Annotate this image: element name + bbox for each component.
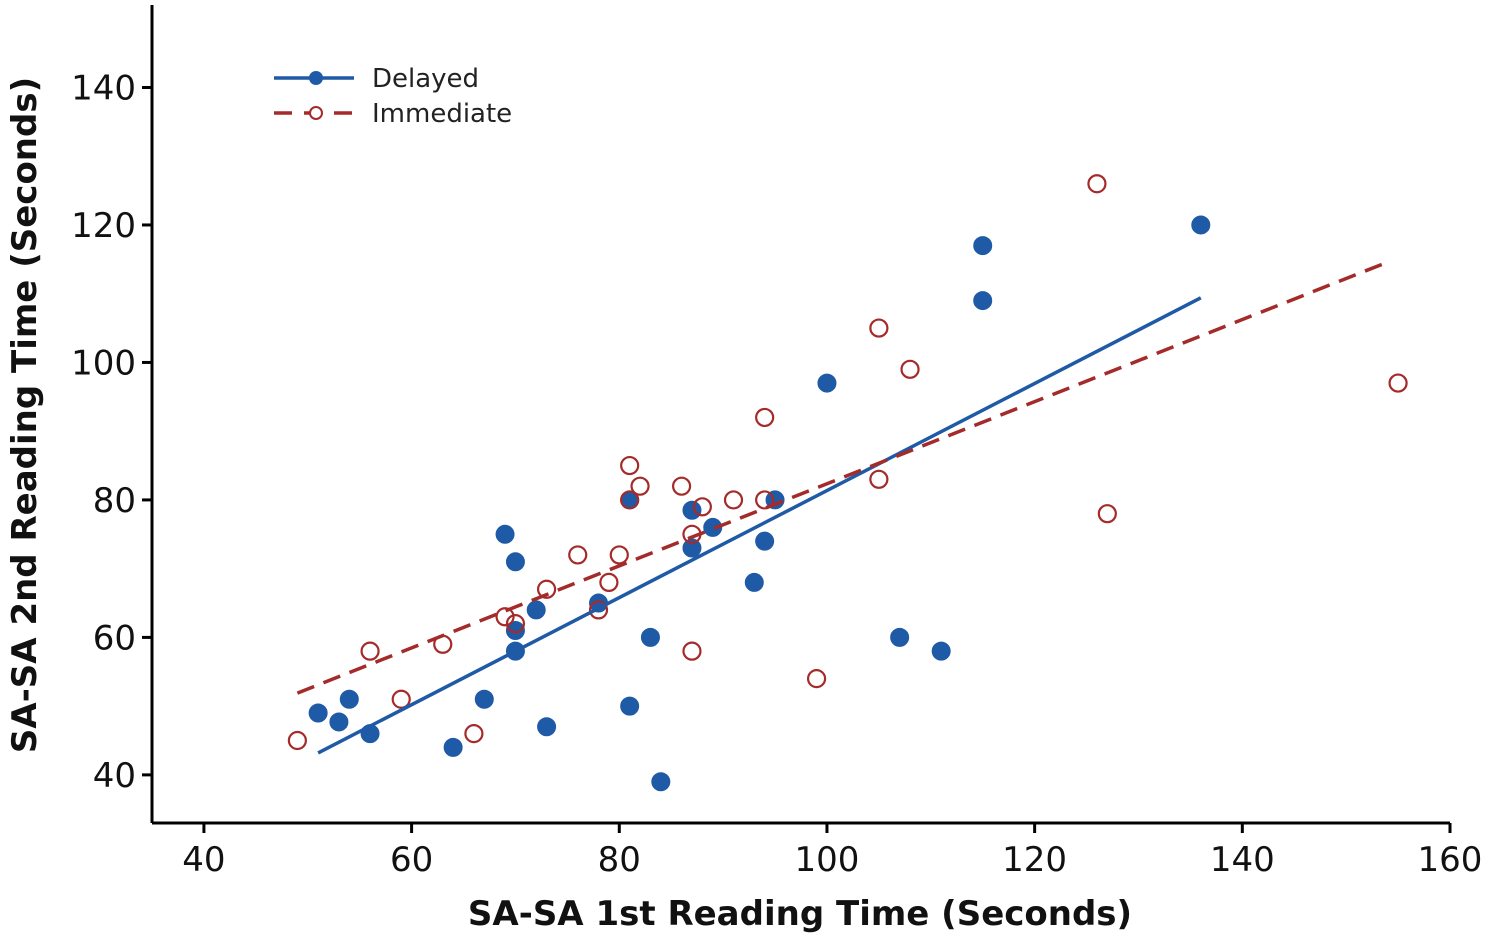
- x-tick-label: 140: [1210, 840, 1275, 880]
- immediate-point: [869, 318, 889, 338]
- immediate-point: [599, 572, 619, 593]
- immediate-point: [1388, 373, 1408, 393]
- immediate-point: [588, 600, 609, 620]
- immediate-point: [630, 476, 650, 496]
- delayed-point: [817, 373, 837, 393]
- immediate-point: [391, 689, 411, 709]
- delayed-point: [339, 689, 359, 709]
- delayed-fit-line: [317, 296, 1202, 755]
- delayed-point: [474, 689, 494, 709]
- immediate-point: [620, 455, 640, 476]
- legend-delayed-marker: [309, 71, 323, 85]
- legend-immediate-marker: [309, 106, 323, 120]
- x-tick-label: 160: [1418, 840, 1483, 880]
- immediate-fit-line: [296, 260, 1389, 695]
- delayed-point: [443, 737, 463, 757]
- delayed-point: [744, 572, 764, 592]
- immediate-point: [568, 545, 588, 565]
- x-tick-label: 80: [598, 840, 641, 880]
- immediate-point: [505, 614, 526, 634]
- immediate-point: [682, 641, 702, 661]
- immediate-point: [464, 724, 484, 744]
- delayed-point: [620, 696, 640, 716]
- y-tick-label: 140: [71, 68, 136, 108]
- y-tick-label: 80: [93, 481, 136, 521]
- immediate-point: [671, 476, 692, 496]
- delayed-point: [495, 524, 515, 544]
- legend-immediate-label: Immediate: [372, 99, 512, 129]
- immediate-point: [287, 730, 307, 751]
- immediate-point: [1097, 504, 1117, 524]
- x-tick-label: 40: [182, 840, 225, 880]
- immediate-point: [360, 641, 380, 661]
- delayed-point: [526, 600, 546, 620]
- delayed-point: [329, 712, 349, 732]
- x-axis-label: SA-SA 1st Reading Time (Seconds): [468, 894, 1132, 934]
- delayed-point: [308, 703, 328, 723]
- immediate-point: [723, 490, 744, 510]
- legend: Delayed Immediate: [274, 64, 512, 129]
- immediate-point: [1087, 174, 1107, 194]
- delayed-point: [537, 717, 557, 737]
- x-tick-label: 100: [795, 840, 860, 880]
- y-tick-label: 120: [71, 206, 136, 246]
- immediate-point: [692, 497, 712, 517]
- axes: 40 60 80 100 120 140 160 40 60 80 100 120 140: [71, 5, 1482, 880]
- legend-delayed-label: Delayed: [372, 64, 479, 94]
- immediate-point: [755, 490, 775, 510]
- immediate-point: [536, 579, 557, 599]
- immediate-point: [495, 607, 515, 627]
- y-tick-label: 40: [93, 756, 136, 796]
- delayed-point: [682, 500, 702, 520]
- immediate-point: [869, 469, 889, 489]
- delayed-point: [931, 641, 951, 661]
- delayed-point: [703, 517, 723, 537]
- x-tick-label: 60: [390, 840, 433, 880]
- y-tick-label: 60: [93, 618, 136, 658]
- immediate-point: [620, 490, 640, 510]
- y-axis-label: SA-SA 2nd Reading Time (Seconds): [5, 77, 45, 753]
- delayed-point: [890, 627, 910, 647]
- delayed-point: [651, 772, 671, 792]
- plot-area: [287, 174, 1408, 792]
- delayed-point: [973, 291, 993, 311]
- immediate-point: [900, 359, 920, 379]
- delayed-point: [505, 552, 525, 572]
- delayed-point: [640, 627, 660, 647]
- delayed-point: [1191, 215, 1211, 235]
- immediate-point: [755, 407, 775, 428]
- immediate-point: [609, 545, 629, 565]
- delayed-point: [682, 538, 702, 558]
- delayed-point: [755, 531, 775, 551]
- y-tick-label: 100: [71, 343, 136, 383]
- delayed-point: [973, 236, 993, 256]
- immediate-point: [806, 669, 827, 689]
- delayed-point: [505, 621, 525, 641]
- x-tick-label: 120: [1002, 840, 1067, 880]
